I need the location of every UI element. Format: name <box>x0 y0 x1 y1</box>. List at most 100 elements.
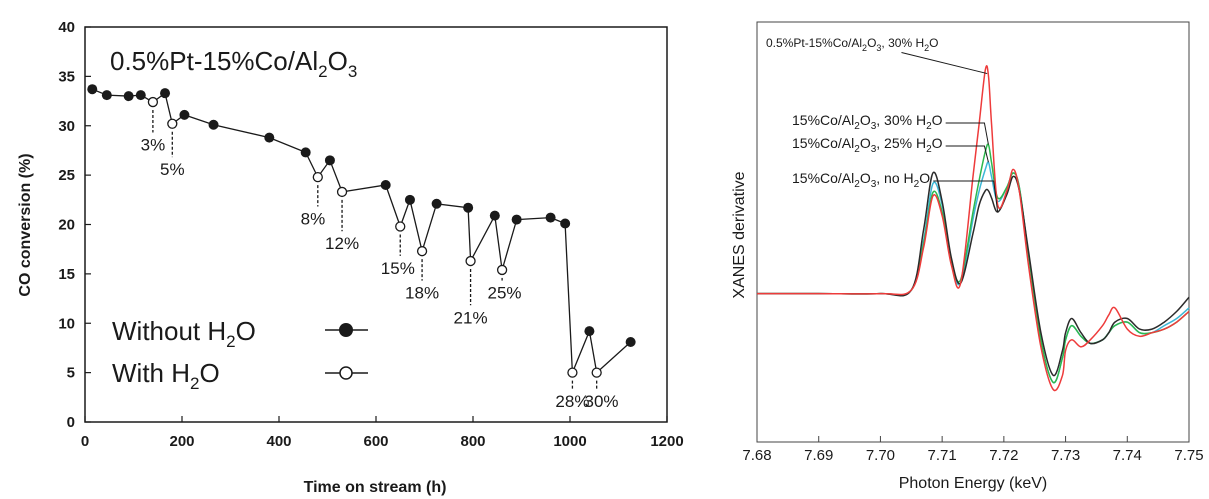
label-part: O <box>919 170 930 186</box>
annotation-label: 30% <box>585 392 619 411</box>
left-chart: 0 5 10 15 20 25 30 35 40 0 200 400 600 800 1000 1200 C… <box>17 19 684 496</box>
label-part: 15%Co/Al <box>792 135 854 151</box>
open-marker <box>336 186 348 198</box>
label-part: 3 <box>876 43 881 53</box>
label-part: 3 <box>871 179 877 190</box>
data-markers <box>87 84 636 378</box>
filled-marker <box>404 194 415 205</box>
label-part: 2 <box>914 179 920 190</box>
open-marker <box>591 367 602 378</box>
open-marker <box>167 118 178 129</box>
legend-entry-with: With H2O <box>112 358 220 393</box>
xanes-line <box>756 171 1190 377</box>
x-tick-label: 7.72 <box>989 447 1018 464</box>
y-tick-label: 20 <box>58 217 75 234</box>
annotations: 3% 5% 8% 12% 15% 18% 21%25% 28%30% <box>141 110 619 411</box>
open-marker <box>312 171 323 183</box>
y-tick-label: 30 <box>58 118 75 135</box>
right-chart: 7.68 7.69 7.70 7.71 7.72 7.73 7.74 7.75 Photon … <box>731 21 1204 492</box>
right-x-axis-label: Photon Energy (keV) <box>899 475 1048 492</box>
x-tick-label: 7.74 <box>1113 447 1142 464</box>
annotation-label: 28% <box>555 392 589 411</box>
x-tick-label: 600 <box>363 433 388 450</box>
x-tick-label: 7.71 <box>928 447 957 464</box>
x-tick-label: 400 <box>266 433 291 450</box>
legend: Without H2O With H2O <box>112 316 368 393</box>
filled-marker <box>545 212 556 223</box>
annotation-label: 3% <box>141 135 166 154</box>
label-part: 2 <box>924 43 929 53</box>
open-marker <box>496 264 508 276</box>
filled-marker <box>560 218 571 229</box>
label-part: 2 <box>926 121 932 132</box>
open-marker <box>147 96 159 108</box>
x-tick-label: 7.70 <box>866 447 895 464</box>
left-x-axis-label: Time on stream (h) <box>304 479 447 496</box>
label-part: , no H <box>876 170 913 186</box>
x-tick-label: 7.69 <box>804 447 833 464</box>
xanes-line <box>756 65 1190 392</box>
y-tick-label: 15 <box>58 266 75 283</box>
legend-marker-filled <box>339 323 353 337</box>
label-part: O <box>860 135 871 151</box>
right-y-axis-label: XANES derivative <box>731 171 748 298</box>
x-tick-label: 7.68 <box>742 447 771 464</box>
filled-marker <box>431 198 442 209</box>
label-part: 3 <box>871 121 877 132</box>
y-tick-label: 5 <box>67 365 75 382</box>
open-marker <box>465 255 476 267</box>
series-label: 15%Co/Al2O3, no H2O <box>792 170 930 190</box>
open-marker <box>567 367 578 378</box>
annotation-label: 21% <box>454 308 488 327</box>
label-part: O <box>929 36 938 50</box>
label-part: 2 <box>926 144 932 155</box>
label-leader <box>933 180 999 213</box>
label-leader <box>945 122 989 145</box>
annotation-label: 18% <box>405 284 439 303</box>
label-part: O <box>932 135 943 151</box>
label-part: 15%Co/Al <box>792 170 854 186</box>
label-part: , 30% H <box>876 112 926 128</box>
left-y-axis-label: CO conversion (%) <box>17 153 34 296</box>
annotation-label: 8% <box>301 210 326 229</box>
filled-marker <box>208 119 219 130</box>
filled-marker <box>135 90 146 101</box>
label-leader <box>945 145 989 163</box>
x-tick-label: 7.75 <box>1174 447 1203 464</box>
annotation-label: 15% <box>381 259 415 278</box>
left-y-ticks: 0 5 10 15 20 25 30 35 40 <box>58 19 91 431</box>
filled-marker <box>584 326 595 337</box>
filled-marker <box>300 147 311 158</box>
y-tick-label: 35 <box>58 68 75 85</box>
filled-marker <box>179 109 190 120</box>
filled-marker <box>101 90 112 101</box>
x-tick-label: 1200 <box>650 433 683 450</box>
open-marker <box>416 246 428 257</box>
series-label: 0.5%Pt-15%Co/Al2O3, 30% H2O <box>766 36 938 53</box>
filled-marker <box>87 84 98 95</box>
x-tick-label: 800 <box>460 433 485 450</box>
filled-marker <box>463 202 474 213</box>
right-plot-frame <box>756 21 1190 443</box>
label-part: 3 <box>871 144 877 155</box>
label-part: 15%Co/Al <box>792 112 854 128</box>
annotation-label: 25% <box>488 284 522 303</box>
label-part: 2 <box>854 144 860 155</box>
filled-marker <box>324 155 335 166</box>
filled-marker <box>511 214 522 225</box>
label-part: 2 <box>854 179 860 190</box>
label-part: O <box>932 112 943 128</box>
filled-marker <box>380 180 391 190</box>
xanes-series <box>756 65 1190 392</box>
x-tick-label: 7.73 <box>1051 447 1080 464</box>
right-x-ticks: 7.68 7.69 7.70 7.71 7.72 7.73 7.74 7.75 <box>742 436 1204 464</box>
annotation-label: 5% <box>160 160 185 179</box>
label-part: O <box>860 112 871 128</box>
open-marker <box>395 221 406 232</box>
label-part: O <box>860 170 871 186</box>
label-part: 0.5%Pt-15%Co/Al <box>766 36 862 50</box>
filled-marker <box>123 91 134 102</box>
filled-marker <box>625 337 636 348</box>
x-tick-label: 1000 <box>553 433 586 450</box>
